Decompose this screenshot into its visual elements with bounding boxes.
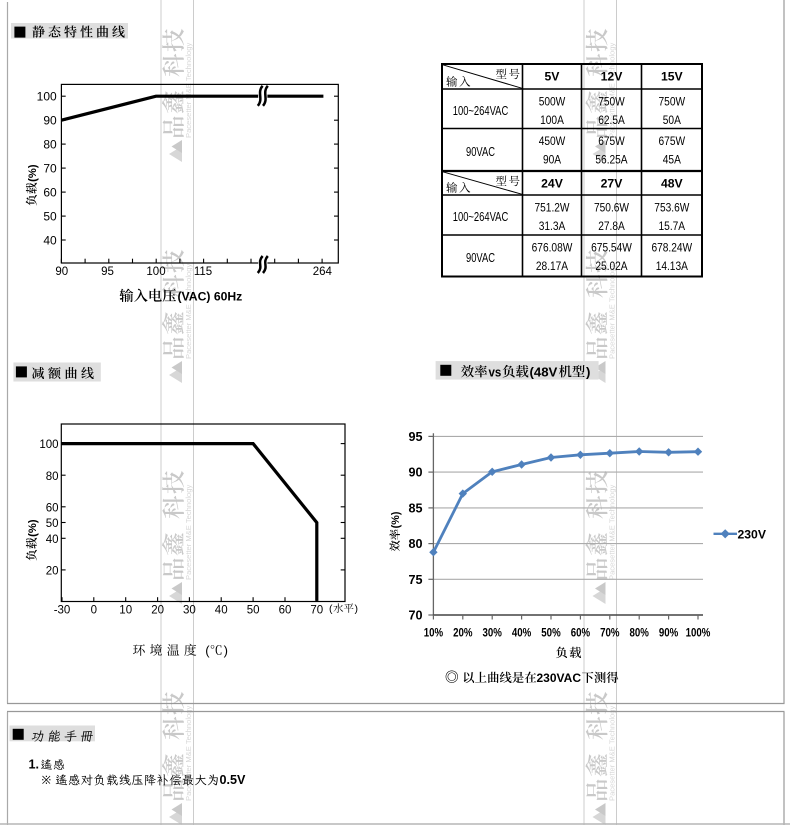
svg-text:750W: 750W <box>598 95 625 109</box>
svg-text:62.5A: 62.5A <box>598 113 625 127</box>
svg-text:80: 80 <box>46 471 59 483</box>
svg-text:115: 115 <box>194 266 212 278</box>
svg-text:60%: 60% <box>571 626 590 640</box>
svg-text:100: 100 <box>37 90 57 104</box>
svg-text:50: 50 <box>43 209 57 223</box>
svg-text:678.24W: 678.24W <box>651 241 692 255</box>
svg-text:15V: 15V <box>661 70 684 84</box>
svg-text:60: 60 <box>279 604 292 616</box>
svg-text:(48V: (48V <box>530 364 558 379</box>
svg-text:675W: 675W <box>598 134 625 148</box>
svg-text:(: ( <box>205 643 210 658</box>
svg-text:50A: 50A <box>663 113 682 127</box>
svg-text:753.6W: 753.6W <box>654 201 689 215</box>
svg-text:30: 30 <box>183 604 196 616</box>
svg-text:0.5V: 0.5V <box>220 773 247 787</box>
svg-text:100: 100 <box>146 266 165 278</box>
svg-text:27.8A: 27.8A <box>598 219 625 233</box>
svg-text:15.7A: 15.7A <box>659 219 686 233</box>
svg-text:5V: 5V <box>545 70 561 84</box>
svg-text:90: 90 <box>55 266 68 278</box>
svg-text:75: 75 <box>408 573 422 587</box>
svg-text:vs: vs <box>489 364 502 379</box>
svg-text:675W: 675W <box>659 134 686 148</box>
svg-text:(: ( <box>329 603 333 615</box>
svg-text:): ) <box>586 364 590 379</box>
svg-text:750W: 750W <box>659 95 686 109</box>
svg-text:90: 90 <box>43 114 57 128</box>
svg-text:90A: 90A <box>543 153 562 167</box>
svg-text:80: 80 <box>408 537 422 551</box>
svg-text:95: 95 <box>408 430 422 444</box>
svg-text:1.: 1. <box>29 757 40 771</box>
svg-text:(%): (%) <box>27 164 39 182</box>
svg-text:27V: 27V <box>601 177 624 191</box>
svg-text:(%): (%) <box>390 511 402 528</box>
svg-text:-30: -30 <box>54 604 71 616</box>
svg-text:80: 80 <box>43 137 57 151</box>
svg-text:100~264VAC: 100~264VAC <box>453 210 509 224</box>
svg-text:60: 60 <box>46 502 59 514</box>
svg-text:10%: 10% <box>424 626 443 640</box>
svg-text:0: 0 <box>91 604 97 616</box>
svg-text:70: 70 <box>408 609 422 623</box>
svg-text:80%: 80% <box>630 626 649 640</box>
svg-text:500W: 500W <box>539 95 566 109</box>
svg-text:24V: 24V <box>541 177 564 191</box>
svg-text:100%: 100% <box>686 626 711 640</box>
svg-text:676.08W: 676.08W <box>532 241 573 255</box>
svg-text:50%: 50% <box>541 626 560 640</box>
svg-text:90: 90 <box>408 466 422 480</box>
svg-text:70: 70 <box>43 161 57 175</box>
svg-text:90VAC: 90VAC <box>466 145 495 159</box>
svg-text:50: 50 <box>46 518 59 530</box>
svg-text:90VAC: 90VAC <box>466 251 495 265</box>
svg-text:100: 100 <box>39 439 58 451</box>
svg-text:100~264VAC: 100~264VAC <box>453 104 509 118</box>
svg-text:70: 70 <box>310 604 323 616</box>
svg-text:40: 40 <box>46 534 59 546</box>
svg-text:20: 20 <box>151 604 164 616</box>
svg-text:750.6W: 750.6W <box>594 201 629 215</box>
svg-text:14.13A: 14.13A <box>656 259 689 273</box>
svg-text:40%: 40% <box>512 626 531 640</box>
svg-text:25.02A: 25.02A <box>595 259 628 273</box>
svg-text:230VAC: 230VAC <box>537 671 582 685</box>
svg-text:30%: 30% <box>483 626 502 640</box>
svg-text:60: 60 <box>43 185 57 199</box>
svg-text:70%: 70% <box>600 626 619 640</box>
svg-text:): ) <box>224 643 228 658</box>
svg-text:450W: 450W <box>539 134 566 148</box>
svg-text:264: 264 <box>313 266 333 278</box>
svg-text:675.54W: 675.54W <box>591 241 632 255</box>
svg-text:28.17A: 28.17A <box>536 259 569 273</box>
svg-text:): ) <box>355 603 359 615</box>
svg-text:56.25A: 56.25A <box>595 153 628 167</box>
svg-text:751.2W: 751.2W <box>535 201 570 215</box>
svg-text:20: 20 <box>46 566 59 578</box>
svg-text:95: 95 <box>101 266 114 278</box>
svg-text:45A: 45A <box>663 153 682 167</box>
svg-text:12V: 12V <box>601 70 624 84</box>
svg-text:10: 10 <box>119 604 132 616</box>
svg-text:40: 40 <box>43 233 57 247</box>
svg-text:230V: 230V <box>738 527 767 541</box>
svg-text:100A: 100A <box>540 113 564 127</box>
svg-text:40: 40 <box>215 604 228 616</box>
svg-text:85: 85 <box>408 501 422 515</box>
svg-text:20%: 20% <box>453 626 472 640</box>
svg-text:48V: 48V <box>661 177 684 191</box>
svg-text:31.3A: 31.3A <box>539 219 566 233</box>
svg-text:(%): (%) <box>27 519 39 537</box>
svg-text:(VAC) 60Hz: (VAC) 60Hz <box>178 289 243 303</box>
svg-text:90%: 90% <box>659 626 678 640</box>
svg-text:50: 50 <box>247 604 260 616</box>
